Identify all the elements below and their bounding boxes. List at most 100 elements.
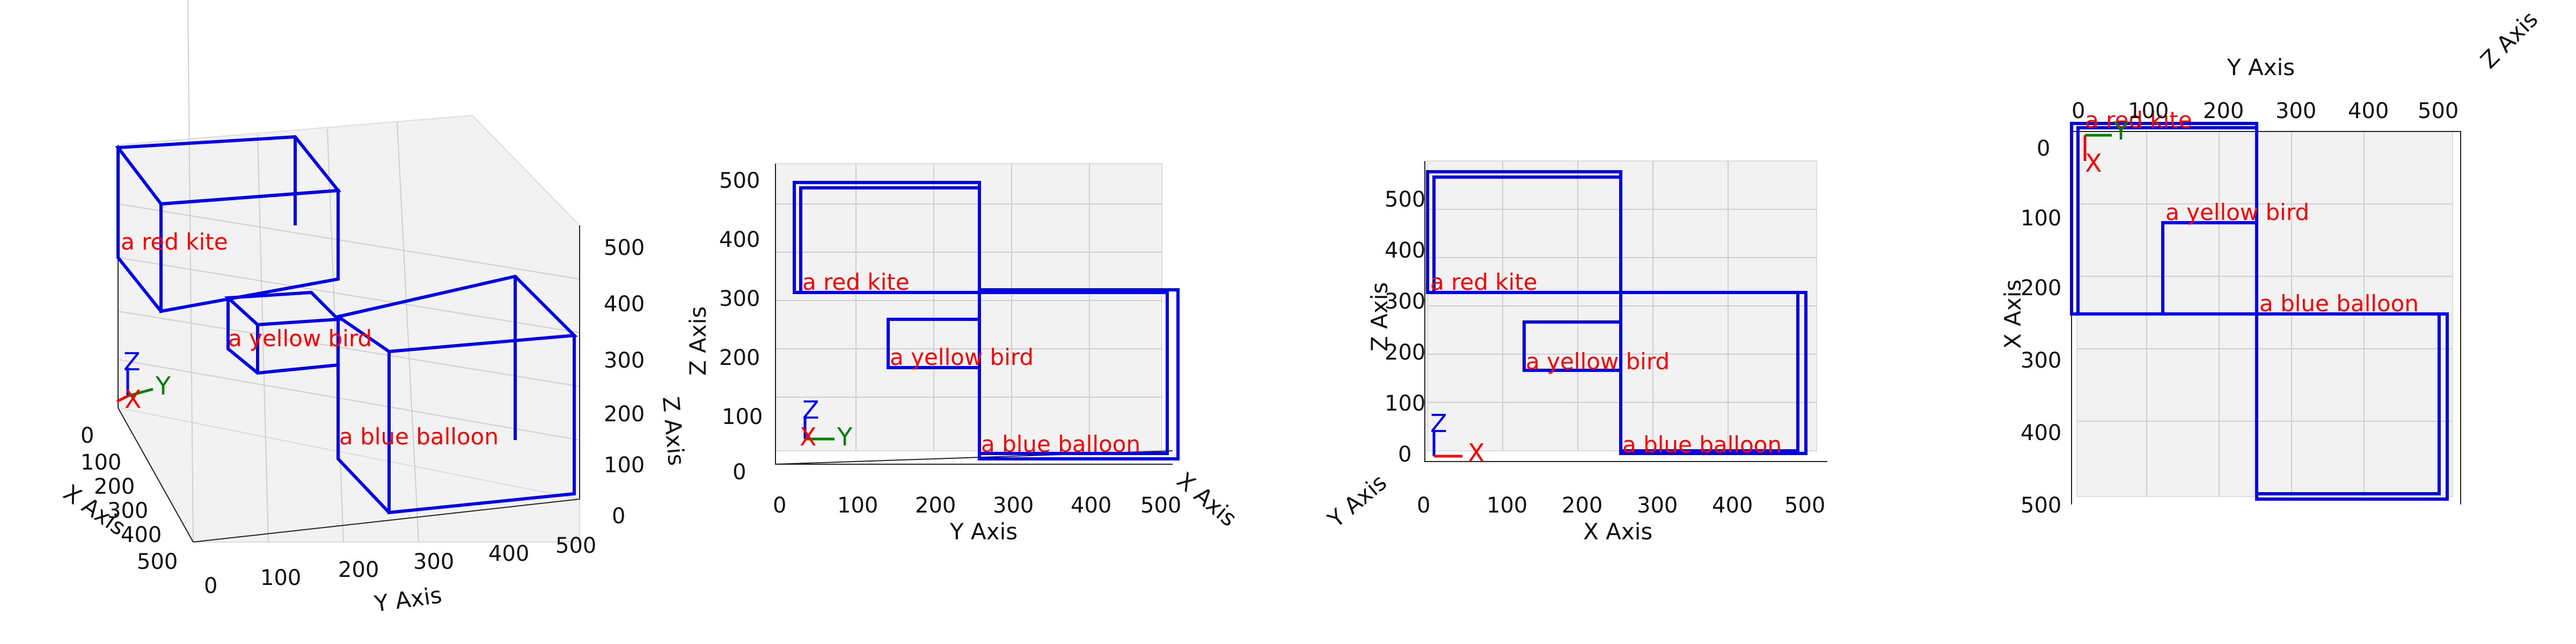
z-tick: 300 (604, 348, 645, 373)
triad-x-label: X (125, 385, 142, 414)
x-tick: 300 (1637, 493, 1678, 518)
y-ticks-top: 0 100 200 300 400 500 (2072, 99, 2458, 123)
z-tick: 100 (722, 405, 763, 429)
z-tick: 100 (1385, 391, 1425, 416)
label-blue-balloon: a blue balloon (339, 423, 499, 450)
x-tick: 200 (1562, 493, 1602, 518)
y-tick: 400 (2348, 99, 2389, 123)
x-tick: 300 (2021, 348, 2061, 373)
y-axis-label-top: Y Axis (2227, 54, 2295, 80)
triad-z-label: Z (123, 347, 141, 376)
axes-frame-side (1424, 161, 1827, 462)
label-blue-balloon-front: a blue balloon (981, 431, 1140, 457)
box-blue-balloon-side (1619, 291, 1807, 455)
y-tick: 300 (2275, 99, 2316, 123)
x-ticks-top: 0 100 200 300 400 500 (2021, 136, 2061, 518)
x-tick: 300 (107, 499, 148, 523)
y-tick: 0 (773, 493, 786, 518)
z-tick: 0 (1398, 442, 1411, 467)
x-tick: 100 (2021, 206, 2061, 231)
x-tick: 500 (2021, 493, 2061, 518)
axis-triad-front: Z Y X (800, 396, 853, 451)
grid-perspective (118, 0, 580, 543)
z-tick: 500 (1385, 187, 1425, 212)
axis-triad-perspective: Z Y X (116, 347, 171, 414)
z-axis-label-top: Z Axis (2475, 6, 2543, 74)
z-tick: 200 (604, 402, 645, 427)
box-red-kite (115, 135, 341, 313)
axis-edge-bottom (193, 499, 580, 543)
x-axis-label-side: X Axis (1583, 518, 1652, 545)
y-tick: 200 (915, 493, 956, 518)
box-blue-balloon-front (978, 288, 1180, 460)
x-tick: 200 (94, 474, 135, 499)
z-tick: 500 (604, 236, 645, 260)
label-blue-balloon-side: a blue balloon (1622, 431, 1782, 458)
y-tick: 200 (338, 558, 379, 582)
x-axis-label-front: X Axis (1172, 467, 1242, 532)
y-tick: 400 (488, 541, 529, 566)
x-tick: 200 (2021, 276, 2061, 301)
y-axis-label-front: Y Axis (949, 518, 1018, 545)
label-blue-balloon-top: a blue balloon (2259, 290, 2419, 317)
axis-edge-x (118, 407, 194, 543)
label-yellow-bird-front: a yellow bird (890, 344, 1034, 370)
label-yellow-bird-top: a yellow bird (2165, 199, 2309, 225)
z-axis-label-side: Z Axis (1366, 282, 1393, 352)
axis-triad-top: X Y (2083, 116, 2129, 178)
y-ticks-perspective: 0 100 200 300 400 500 (204, 533, 596, 598)
z-tick: 400 (1385, 238, 1425, 263)
x-axis-label-top: X Axis (2000, 280, 2026, 349)
panel-side-xz: a red kite a yellow bird a blue balloon … (1322, 160, 1827, 545)
grid-front (775, 164, 1162, 451)
triad-z-label: Z (802, 396, 819, 425)
x-tick: 100 (80, 450, 121, 475)
x-tick: 0 (2037, 136, 2050, 161)
z-ticks-front: 0 100 200 300 400 500 (719, 169, 763, 485)
y-tick: 100 (2128, 99, 2169, 123)
y-tick: 500 (1140, 493, 1181, 518)
box-blue-balloon-top (2255, 312, 2449, 501)
label-red-kite-top: a red kite (2085, 107, 2192, 133)
triad-x-label: X (1468, 438, 1485, 467)
label-yellow-bird-side: a yellow bird (1526, 348, 1670, 375)
z-tick: 0 (733, 460, 746, 485)
z-axis-label-front: Z Axis (685, 306, 711, 376)
z-tick: 200 (719, 346, 760, 370)
y-axis-label-perspective: Y Axis (372, 582, 444, 617)
triad-x-label: X (2085, 149, 2102, 178)
x-tick: 400 (1712, 493, 1753, 518)
x-tick: 100 (1487, 493, 1527, 518)
box-red-kite-front (793, 181, 981, 294)
z-ticks-perspective: 0 100 200 300 400 500 (604, 236, 645, 529)
axes-frame-top (2071, 131, 2461, 504)
z-tick: 100 (604, 453, 645, 478)
y-tick: 200 (2203, 99, 2244, 123)
z-tick: 300 (1385, 289, 1425, 314)
z-tick: 400 (604, 292, 645, 317)
x-tick: 0 (80, 423, 94, 448)
z-tick: 500 (719, 169, 760, 193)
panel-front-yz: a red kite a yellow bird a blue balloon … (685, 163, 1242, 545)
label-red-kite-front: a red kite (802, 269, 910, 295)
z-tick: 0 (612, 504, 625, 529)
y-tick: 300 (413, 550, 454, 574)
triad-y-label: Y (837, 422, 853, 451)
z-axis-label-perspective: Z Axis (657, 396, 690, 467)
y-axis-label-side: Y Axis (1322, 469, 1392, 533)
y-tick: 100 (260, 566, 301, 590)
axis-triad-side: Z X (1430, 409, 1485, 467)
panel-perspective: a red kite a yellow bird a blue balloon … (58, 0, 690, 617)
y-tick: 400 (1071, 493, 1111, 518)
z-ticks-side: 0 100 200 300 400 500 (1385, 187, 1425, 467)
y-tick: 0 (204, 574, 217, 598)
box-yellow-bird-top (2161, 221, 2258, 316)
triad-y-label: Y (2113, 116, 2129, 145)
z-tick: 300 (719, 287, 760, 311)
triad-y-label: Y (155, 371, 171, 400)
x-tick: 500 (1784, 493, 1825, 518)
y-tick: 100 (837, 493, 878, 518)
y-ticks-front: 0 100 200 300 400 500 (773, 493, 1181, 518)
label-red-kite-side: a red kite (1430, 269, 1538, 295)
y-tick: 300 (993, 493, 1034, 518)
